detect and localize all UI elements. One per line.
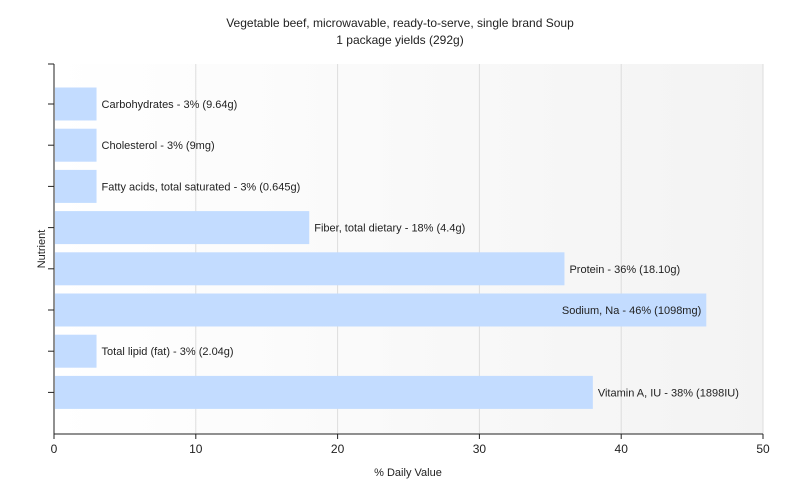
y-axis-label: Nutrient bbox=[36, 230, 48, 269]
bar-label: Carbohydrates - 3% (9.64g) bbox=[102, 99, 238, 111]
x-tick-label: 30 bbox=[473, 442, 487, 456]
axes bbox=[48, 63, 763, 435]
bar bbox=[55, 169, 97, 203]
bar bbox=[55, 293, 707, 327]
bar bbox=[55, 252, 565, 286]
x-tick-label: 40 bbox=[615, 442, 629, 456]
bar-label: Fatty acids, total saturated - 3% (0.645… bbox=[102, 181, 301, 193]
y-axis-ticks bbox=[48, 103, 54, 393]
chart-subtitle: 1 package yields (292g) bbox=[336, 33, 463, 47]
plot-background bbox=[54, 64, 763, 434]
x-tick-label: 0 bbox=[51, 442, 58, 456]
bar-label: Total lipid (fat) - 3% (2.04g) bbox=[102, 346, 234, 358]
bar bbox=[55, 334, 97, 368]
bar bbox=[55, 375, 593, 409]
bars bbox=[55, 87, 707, 409]
bar-label: Fiber, total dietary - 18% (4.4g) bbox=[314, 223, 465, 235]
x-tick-label: 50 bbox=[756, 442, 770, 456]
bar bbox=[55, 211, 310, 245]
bar-label: Protein - 36% (18.10g) bbox=[569, 264, 680, 276]
bar-label: Vitamin A, IU - 38% (1898IU) bbox=[598, 387, 739, 399]
x-tick-label: 10 bbox=[189, 442, 203, 456]
bar-label: Cholesterol - 3% (9mg) bbox=[102, 140, 215, 152]
chart-title: Vegetable beef, microwavable, ready-to-s… bbox=[226, 16, 574, 30]
x-axis-label: % Daily Value bbox=[374, 467, 442, 479]
bar-labels: Carbohydrates - 3% (9.64g) Cholesterol - … bbox=[102, 99, 739, 399]
x-axis-ticks: 0 10 20 30 40 50 bbox=[51, 434, 770, 456]
x-tick-label: 20 bbox=[331, 442, 345, 456]
gridlines bbox=[195, 64, 764, 434]
bar bbox=[55, 128, 97, 162]
bar-label: Sodium, Na - 46% (1098mg) bbox=[562, 305, 701, 317]
bar bbox=[55, 87, 97, 121]
